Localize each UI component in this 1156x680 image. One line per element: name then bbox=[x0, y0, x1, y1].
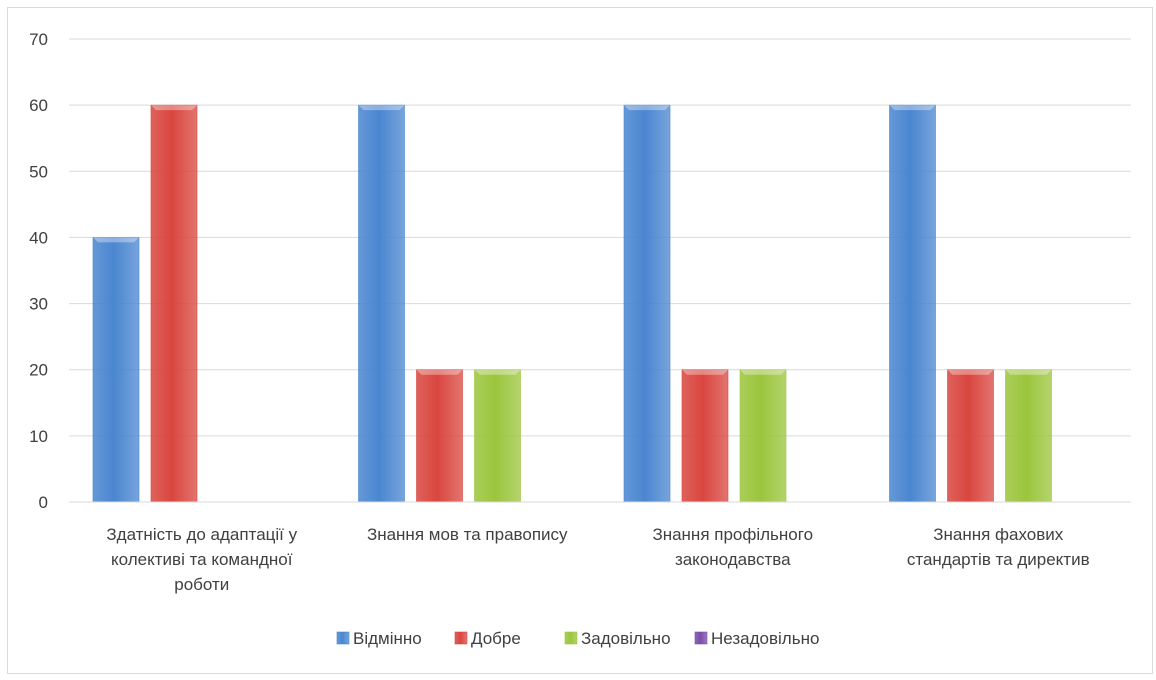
x-tick-label: роботи bbox=[174, 575, 229, 594]
bar bbox=[889, 104, 936, 503]
bar-chart: 0 10 20 30 40 50 60 70 Здатність до адаптації у к… bbox=[29, 30, 1131, 648]
bar bbox=[739, 369, 787, 503]
x-tick-label: Знання фахових bbox=[933, 525, 1064, 544]
bar-bevel bbox=[889, 105, 936, 111]
bar bbox=[416, 369, 463, 503]
y-tick-label: 70 bbox=[29, 30, 48, 49]
x-tick-label: законодавства bbox=[675, 550, 791, 569]
bar bbox=[92, 237, 140, 503]
bar-bevel bbox=[624, 105, 670, 111]
bar-bevel bbox=[740, 369, 786, 375]
bar-bevel bbox=[682, 369, 728, 375]
bar bbox=[681, 369, 729, 503]
legend-swatch bbox=[336, 631, 350, 645]
bar-bevel bbox=[474, 369, 521, 375]
bar bbox=[623, 104, 671, 503]
x-tick-label: Знання профільного bbox=[652, 525, 813, 544]
bar-bevel bbox=[151, 105, 197, 111]
y-tick-label: 10 bbox=[29, 427, 48, 446]
bar bbox=[947, 369, 994, 503]
bar bbox=[358, 104, 405, 503]
legend-swatch bbox=[694, 631, 708, 645]
chart-frame: 0 10 20 30 40 50 60 70 Здатність до адаптації у к… bbox=[7, 7, 1153, 674]
legend-label: Відмінно bbox=[353, 629, 422, 648]
bar-bevel bbox=[93, 237, 139, 243]
x-tick-label: Здатність до адаптації у bbox=[106, 525, 297, 544]
x-tick-label: колективі та командної bbox=[111, 550, 293, 569]
bar bbox=[474, 369, 521, 503]
y-tick-label: 50 bbox=[29, 162, 48, 181]
y-tick-label: 0 bbox=[39, 493, 48, 512]
x-tick-label: стандартів та директив bbox=[907, 550, 1090, 569]
x-tick-label: Знання мов та правопису bbox=[367, 525, 568, 544]
legend-swatch bbox=[564, 631, 578, 645]
y-tick-label: 20 bbox=[29, 361, 48, 380]
bar-bevel bbox=[358, 105, 405, 111]
y-tick-label: 60 bbox=[29, 96, 48, 115]
legend-swatch bbox=[454, 631, 468, 645]
legend-label: Добре bbox=[471, 629, 521, 648]
bar-bevel bbox=[1005, 369, 1052, 375]
legend-label: Задовільно bbox=[581, 629, 671, 648]
y-tick-label: 40 bbox=[29, 228, 48, 247]
bar bbox=[150, 104, 198, 503]
bar-bevel bbox=[947, 369, 994, 375]
bar-bevel bbox=[416, 369, 463, 375]
bar bbox=[1005, 369, 1052, 503]
legend-label: Незадовільно bbox=[711, 629, 819, 648]
y-tick-label: 30 bbox=[29, 295, 48, 314]
